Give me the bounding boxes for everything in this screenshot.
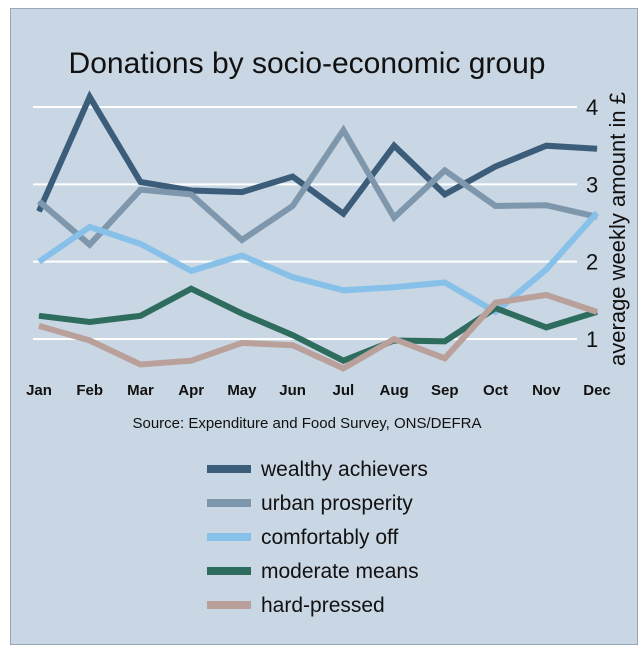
x-tick-label: Jul [333,382,355,399]
chart-title: Donations by socio-economic group [69,47,546,80]
data-point [190,360,192,362]
data-point [38,315,40,317]
data-point [495,302,497,304]
data-point [393,338,395,340]
data-point [241,342,243,344]
data-point [342,213,344,215]
x-tick-label: Apr [178,382,204,399]
x-tick-label: Sep [431,382,459,399]
source-note: Source: Expenditure and Food Survey, ONS… [132,415,481,432]
x-tick-labels: Jan Feb Mar Apr May Jun Jul Aug Sep Oct Nov Dec [26,382,611,399]
legend-label: moderate means [261,560,419,583]
y-tick-labels: 1 2 3 4 [586,95,598,352]
series-line-comfortably-off [37,210,600,316]
data-point [292,205,294,207]
series-line-wealthy-achievers [36,90,598,218]
x-tick-label: Jun [279,382,306,399]
data-point [241,254,243,256]
data-point [89,340,91,342]
line-chart: Donations by socio-economic group 1 2 3 4 a… [26,47,630,617]
data-point [89,226,91,228]
x-tick-label: Dec [583,382,611,399]
data-point [596,212,598,214]
data-point [241,312,243,314]
data-point [292,176,294,178]
x-tick-label: May [227,382,257,399]
data-point [444,340,446,342]
data-point [342,367,344,369]
legend-label: urban prosperity [261,492,413,515]
data-point [545,268,547,270]
data-point [444,357,446,359]
data-point [241,239,243,241]
x-tick-label: Jan [26,382,52,399]
data-point [545,145,547,147]
data-point [139,243,141,245]
data-point [241,191,243,193]
data-point [495,307,497,309]
data-point [545,204,547,206]
data-point [38,261,40,263]
x-tick-label: Feb [76,382,103,399]
data-point [444,169,446,171]
data-point [89,244,91,246]
data-point [292,276,294,278]
x-tick-label: Mar [127,382,154,399]
data-point [393,145,395,147]
x-tick-label: Aug [380,382,409,399]
series-line-urban-prosperity [37,124,598,249]
data-point [393,217,395,219]
x-tick-label: Oct [483,382,508,399]
y-tick-label: 4 [586,95,598,120]
data-point [190,270,192,272]
legend-label: hard-pressed [261,594,385,617]
data-point [190,193,192,195]
data-point [38,210,40,212]
data-point [444,282,446,284]
series-lines [36,90,600,372]
data-point [292,334,294,336]
data-point [596,148,598,150]
data-point [342,360,344,362]
data-point [342,289,344,291]
data-point [495,166,497,168]
data-point [89,321,91,323]
data-point [444,193,446,195]
y-tick-label: 1 [586,327,598,352]
data-point [89,96,91,98]
legend: wealthy achievers urban prosperity comfort… [207,458,428,617]
y-tick-label: 2 [586,250,598,275]
legend-label: wealthy achievers [260,458,428,481]
data-point [292,344,294,346]
data-point [190,190,192,192]
data-point [139,181,141,183]
data-point [495,205,497,207]
data-point [190,288,192,290]
series-line-hard-pressed [38,291,598,372]
x-tick-label: Nov [532,382,561,399]
y-tick-label: 3 [586,172,598,197]
chart-frame: Donations by socio-economic group 1 2 3 4 a… [10,8,638,645]
data-point [596,311,598,313]
data-point [38,200,40,202]
data-point [545,326,547,328]
data-point [393,286,395,288]
series-line-moderate-means [38,285,598,364]
y-axis-label: average weekly amount in £ [605,92,630,366]
data-point [139,364,141,366]
data-point [545,294,547,296]
data-point [139,315,141,317]
legend-label: comfortably off [261,526,399,549]
data-point [139,189,141,191]
data-point [38,325,40,327]
data-point [342,129,344,131]
